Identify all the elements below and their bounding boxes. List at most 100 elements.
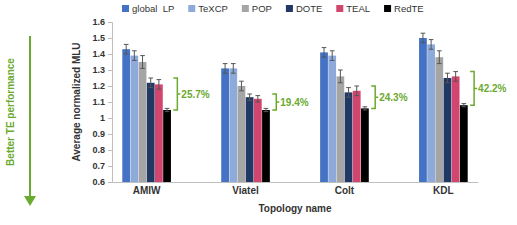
legend: global LPTeXCPPOPDOTETEALRedTE xyxy=(122,3,424,14)
error-bar-line xyxy=(148,87,153,88)
bar xyxy=(452,76,460,182)
error-bar-line xyxy=(322,47,327,48)
y-tick: 1 xyxy=(100,113,112,123)
bar xyxy=(246,97,254,182)
error-bar-line xyxy=(264,111,269,112)
error-bar xyxy=(445,73,450,83)
y-tick: 1.2 xyxy=(92,81,112,91)
y-tick-label: 1.2 xyxy=(92,81,105,91)
legend-item: POP xyxy=(242,3,272,14)
error-bar-line xyxy=(354,95,359,96)
error-bar-line xyxy=(225,64,226,74)
bar xyxy=(139,62,147,182)
legend-label: global LP xyxy=(132,3,174,14)
arrow-head xyxy=(24,196,36,206)
y-tick-label: 0.6 xyxy=(92,177,105,187)
y-tick-mark xyxy=(108,102,112,103)
y-tick-mark xyxy=(108,70,112,71)
bar xyxy=(262,110,270,182)
bar xyxy=(147,83,155,182)
error-bar-line xyxy=(140,55,145,56)
bar xyxy=(155,84,163,182)
error-bar-line xyxy=(437,50,442,51)
error-bar-line xyxy=(330,60,335,61)
error-bar xyxy=(231,64,236,74)
x-tick-label: KDL xyxy=(433,185,454,196)
bar xyxy=(444,78,452,182)
error-bar-line xyxy=(346,87,351,88)
error-bar-line xyxy=(255,102,260,103)
error-bar-line xyxy=(157,79,162,80)
series xyxy=(139,51,444,182)
y-tick-label: 1.4 xyxy=(92,49,105,59)
y-tick-mark xyxy=(108,150,112,151)
legend-item: DOTE xyxy=(286,3,322,14)
x-axis-line xyxy=(113,182,479,183)
series xyxy=(155,72,460,182)
error-bar-line xyxy=(249,94,250,100)
error-bar xyxy=(322,48,327,58)
error-bar xyxy=(239,81,244,91)
bracket xyxy=(173,78,180,110)
error-bar-line xyxy=(150,78,151,88)
y-axis-line xyxy=(108,23,113,183)
error-bar-line xyxy=(431,40,432,50)
error-bar xyxy=(421,33,426,43)
y-tick: 0.7 xyxy=(92,161,112,171)
error-bar-line xyxy=(354,86,359,87)
series xyxy=(122,33,427,182)
bracket xyxy=(272,94,279,110)
bar xyxy=(254,99,262,182)
error-bar xyxy=(437,51,442,64)
error-bar xyxy=(165,108,170,111)
error-bar-line xyxy=(346,97,351,98)
y-tick-label: 0.7 xyxy=(92,161,105,171)
y-tick-label: 1.3 xyxy=(92,65,105,75)
error-bar-line xyxy=(231,63,236,64)
error-bar-line xyxy=(453,81,458,82)
error-bar xyxy=(157,80,162,90)
y-tick: 1.1 xyxy=(92,97,112,107)
legend-swatch xyxy=(122,5,129,12)
error-bar-line xyxy=(223,63,228,64)
error-bar-line xyxy=(421,33,426,34)
error-bar-line xyxy=(455,72,456,82)
error-bar xyxy=(338,70,343,83)
bracket xyxy=(470,72,477,106)
y-tick-mark xyxy=(108,118,112,119)
annotation: 25.7% xyxy=(181,89,209,100)
y-axis-title: Average normalized MLU xyxy=(71,42,82,161)
y-tick: 0.8 xyxy=(92,145,112,155)
error-bar-line xyxy=(231,73,236,74)
legend-label: TEAL xyxy=(346,3,370,14)
x-axis-title: Topology name xyxy=(258,203,332,214)
bar xyxy=(361,108,369,182)
error-bar xyxy=(223,64,228,74)
x-tick-label: Colt xyxy=(335,185,355,196)
error-bar-line xyxy=(134,51,135,61)
y-tick-label: 1.6 xyxy=(92,17,105,27)
error-bar-line xyxy=(429,49,434,50)
y-tick-mark xyxy=(108,182,112,183)
error-bar-line xyxy=(324,48,325,58)
bar xyxy=(419,38,427,182)
error-bar xyxy=(453,72,458,82)
y-tick-mark xyxy=(108,166,112,167)
series xyxy=(130,40,435,182)
y-tick: 0.9 xyxy=(92,129,112,139)
error-bar xyxy=(330,51,335,61)
y-tick-label: 0.9 xyxy=(92,129,105,139)
plot-area xyxy=(122,33,467,182)
y-tick-mark xyxy=(108,22,112,23)
legend-item: TeXCP xyxy=(188,3,228,14)
y-axis: 0.60.70.80.911.11.21.31.41.51.6 xyxy=(92,17,112,187)
error-bar-line xyxy=(330,50,335,51)
error-bar-line xyxy=(363,106,368,107)
y-tick-mark xyxy=(108,134,112,135)
bar xyxy=(427,44,435,182)
error-bar-line xyxy=(165,108,170,109)
y-tick-label: 1.1 xyxy=(92,97,105,107)
legend-label: DOTE xyxy=(296,3,322,14)
legend-swatch xyxy=(336,5,343,12)
legend-swatch xyxy=(242,5,249,12)
